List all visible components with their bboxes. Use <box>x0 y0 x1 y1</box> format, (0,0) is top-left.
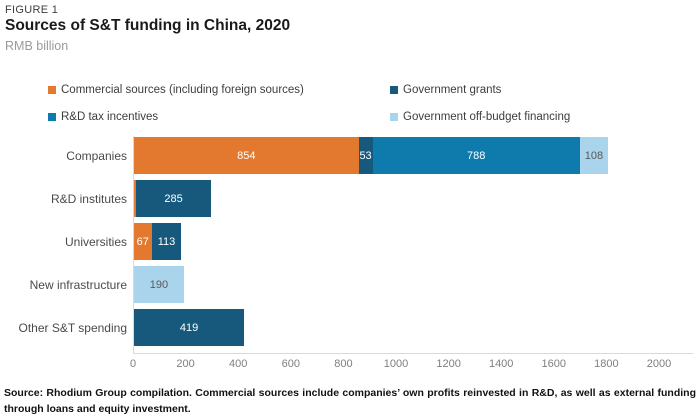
bar-segment: 108 <box>579 137 609 174</box>
bar-segment: 419 <box>134 309 245 346</box>
bar-row: 419 <box>134 309 245 346</box>
bar-row: 67 113 <box>134 223 182 260</box>
legend-label: R&D tax incentives <box>61 111 159 123</box>
category-label: Companies <box>66 148 127 163</box>
legend-swatch-icon <box>48 86 56 94</box>
legend-swatch-icon <box>390 113 398 121</box>
bar-segment: 788 <box>372 137 580 174</box>
bar-segment: 53 <box>358 137 373 174</box>
legend-item: Government off-budget financing <box>390 111 570 123</box>
legend-label: Government off-budget financing <box>403 111 571 123</box>
x-axis-tick-label: 0 <box>129 358 137 370</box>
x-axis-tick-label: 1200 <box>436 358 461 370</box>
x-axis-tick-label: 1400 <box>488 358 514 370</box>
x-axis-tick-label: 1800 <box>594 358 619 370</box>
x-axis-tick-label: 400 <box>229 358 248 370</box>
category-label: Universities <box>64 234 127 249</box>
legend-label: Government grants <box>403 84 502 96</box>
source-note: Source: Rhodium Group compilation. Comme… <box>4 387 696 416</box>
category-label: R&D institutes <box>50 191 127 206</box>
legend-label: Commercial sources (including foreign so… <box>61 84 304 96</box>
bar-segment: 113 <box>151 223 182 260</box>
chart-units-subtitle: RMB billion <box>5 39 69 53</box>
legend-swatch-icon <box>390 86 398 94</box>
bar-row: 285 <box>134 180 212 217</box>
x-axis-tick-label: 1600 <box>541 358 567 370</box>
bar-row: 190 <box>134 266 184 303</box>
bar-row: 854 53 788 108 <box>134 137 609 174</box>
x-axis-tick-label: 600 <box>281 358 300 370</box>
bar-segment: 285 <box>136 180 212 217</box>
x-axis-tick-label: 2000 <box>646 358 672 370</box>
legend-item: R&D tax incentives <box>48 111 158 123</box>
x-axis-tick-label: 800 <box>334 358 353 370</box>
x-axis-tick-label: 200 <box>176 358 195 370</box>
y-axis-zero-line <box>133 136 134 353</box>
bar-segment: 854 <box>134 137 359 174</box>
legend-swatch-icon <box>48 113 56 121</box>
legend-item: Commercial sources (including foreign so… <box>48 84 304 96</box>
x-axis-line <box>133 353 693 354</box>
chart-title: Sources of S&T funding in China, 2020 <box>5 17 291 34</box>
bar-segment: 67 <box>134 223 152 260</box>
category-label: Other S&T spending <box>18 320 127 335</box>
legend-item: Government grants <box>390 84 501 96</box>
figure-number-label: FIGURE 1 <box>5 4 59 16</box>
category-label: New infrastructure <box>29 277 127 292</box>
bar-segment: 190 <box>134 266 184 303</box>
bar-segment <box>134 180 137 217</box>
x-axis-tick-label: 1000 <box>383 358 409 370</box>
